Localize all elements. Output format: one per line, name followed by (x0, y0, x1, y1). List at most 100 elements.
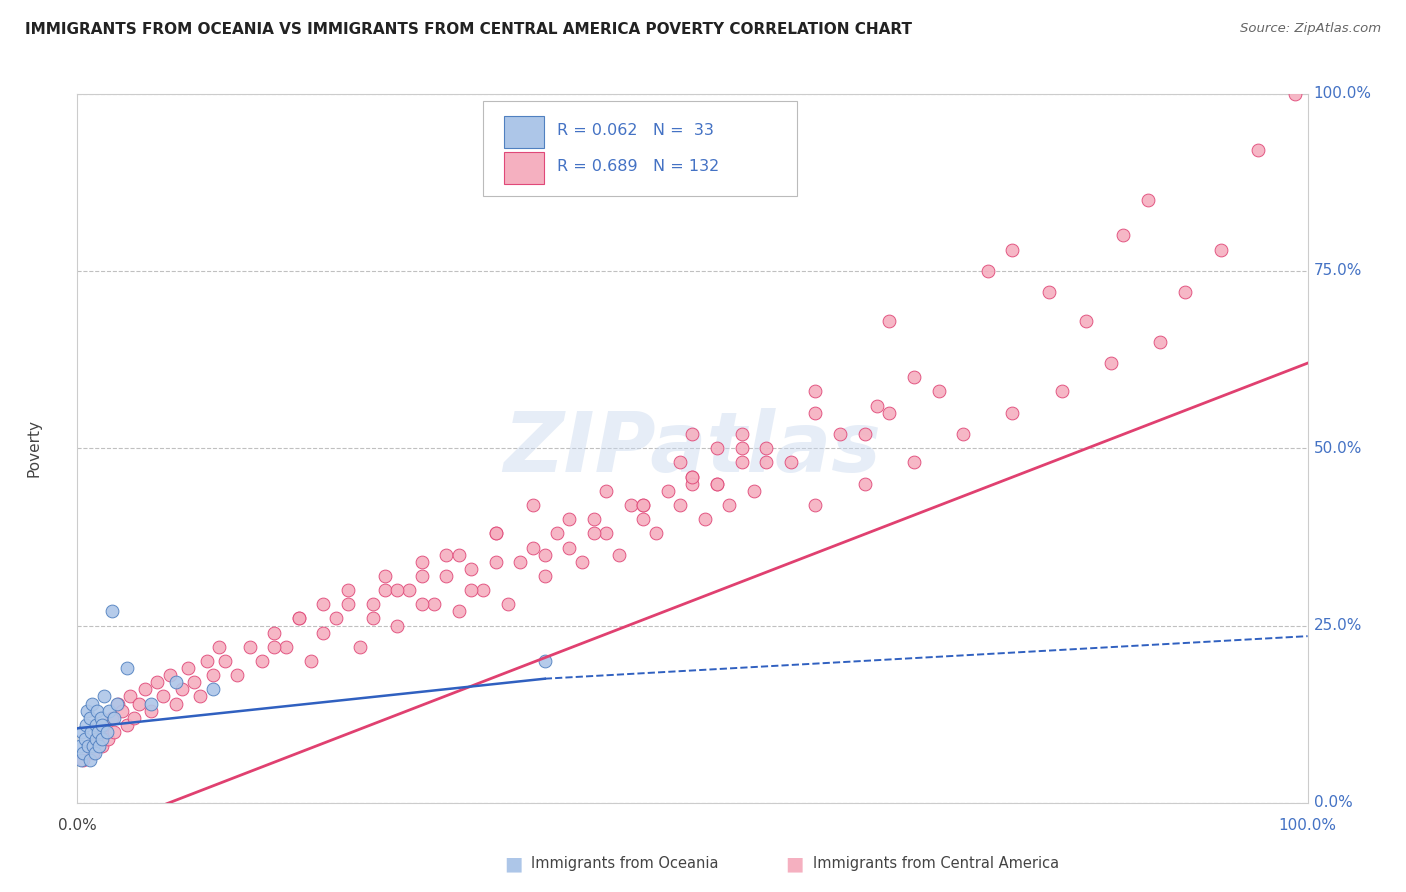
Point (436, 548, 458, 562)
Point (742, 483, 765, 498)
Point (522, 541, 544, 555)
Point (731, 427, 754, 442)
Point (411, 569, 433, 583)
Point (644, 526, 666, 541)
Point (299, 654, 322, 668)
Point (312, 597, 335, 611)
Point (208, 640, 231, 654)
Point (411, 555, 433, 569)
Point (706, 442, 728, 455)
Point (1001, 406, 1024, 420)
Point (101, 711, 124, 725)
Point (70, 724, 93, 739)
Point (447, 548, 470, 562)
Point (84, 731, 107, 746)
Point (496, 597, 519, 611)
Point (903, 455, 925, 469)
Text: 100.0%: 100.0% (1313, 87, 1372, 101)
Point (804, 406, 827, 420)
Point (361, 611, 384, 625)
Point (693, 512, 716, 526)
Point (804, 498, 827, 512)
Point (70, 753, 93, 767)
Point (325, 611, 347, 625)
Point (97, 731, 120, 746)
Point (201, 682, 224, 697)
Point (188, 690, 212, 704)
Point (952, 427, 974, 442)
Point (669, 498, 692, 512)
Text: R = 0.062   N =  33: R = 0.062 N = 33 (557, 123, 714, 138)
Point (903, 370, 925, 384)
Point (595, 526, 617, 541)
Point (706, 476, 728, 491)
Point (239, 640, 262, 654)
Point (866, 399, 889, 413)
Point (183, 675, 205, 690)
Point (853, 427, 876, 442)
Point (312, 625, 335, 640)
Point (706, 476, 728, 491)
Point (436, 569, 458, 583)
FancyBboxPatch shape (505, 116, 544, 148)
Point (595, 483, 617, 498)
Point (633, 498, 655, 512)
Point (633, 512, 655, 526)
Point (89, 724, 111, 739)
Point (263, 640, 285, 654)
Point (195, 654, 218, 668)
Point (89, 739, 111, 753)
Point (928, 384, 950, 399)
Point (385, 618, 409, 632)
Point (1174, 285, 1197, 300)
Point (460, 583, 482, 598)
Point (977, 264, 1000, 278)
Point (349, 640, 371, 654)
Point (263, 625, 285, 640)
Point (385, 583, 409, 598)
Point (122, 711, 145, 725)
Point (682, 469, 704, 483)
Point (79, 739, 101, 753)
Point (84, 731, 107, 746)
Point (288, 611, 311, 625)
Point (90, 731, 114, 746)
Point (82, 746, 104, 760)
Text: IMMIGRANTS FROM OCEANIA VS IMMIGRANTS FROM CENTRAL AMERICA POVERTY CORRELATION C: IMMIGRANTS FROM OCEANIA VS IMMIGRANTS FR… (25, 22, 912, 37)
Point (1149, 334, 1171, 349)
Text: ■: ■ (503, 854, 523, 873)
Point (633, 498, 655, 512)
Point (115, 718, 138, 732)
Point (830, 427, 852, 442)
Point (90, 718, 114, 732)
Point (485, 555, 508, 569)
Point (509, 555, 531, 569)
Point (534, 654, 557, 668)
Point (201, 668, 224, 682)
Text: ■: ■ (785, 854, 804, 873)
Point (107, 697, 129, 711)
Point (103, 711, 125, 725)
Point (1284, 87, 1306, 101)
Point (77, 739, 100, 753)
Point (1038, 285, 1060, 300)
Point (101, 604, 124, 618)
Point (82, 697, 104, 711)
Point (607, 548, 630, 562)
Point (731, 455, 754, 469)
Point (177, 661, 200, 675)
Point (79, 753, 101, 767)
Point (98, 704, 121, 718)
Point (1211, 243, 1233, 257)
Point (276, 640, 298, 654)
Point (731, 442, 754, 455)
Point (522, 498, 544, 512)
Point (288, 611, 311, 625)
Point (134, 682, 156, 697)
Text: Poverty: Poverty (27, 419, 42, 477)
Point (80, 724, 103, 739)
Text: Immigrants from Central America: Immigrants from Central America (813, 856, 1059, 871)
Point (214, 654, 236, 668)
Point (411, 597, 433, 611)
Point (669, 455, 692, 469)
